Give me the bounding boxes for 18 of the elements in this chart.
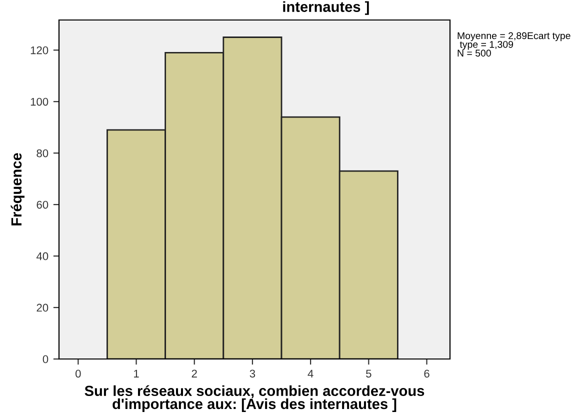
chart-title: internautes ] (283, 1, 369, 15)
x-tick-label: 1 (134, 370, 139, 378)
y-tick-label: 80 (36, 149, 48, 158)
y-axis-title: Fréquence (10, 153, 24, 226)
x-tick-label: 2 (192, 370, 197, 378)
x-tick-label: 3 (250, 370, 256, 378)
y-tick-label: 20 (36, 304, 48, 312)
y-tick-label: 0 (42, 355, 48, 364)
x-tick-label: 6 (424, 370, 430, 378)
y-tick-label: 60 (36, 200, 48, 209)
y-tick-label: 100 (30, 98, 48, 106)
text: Moyenne = 2,89Ecart type type = 1,309 N = 500 (458, 32, 570, 57)
x-tick-label: 5 (366, 370, 372, 378)
x-tick-label: 0 (76, 370, 81, 378)
x-tick-label: 4 (308, 370, 314, 378)
y-tick-label: 120 (30, 46, 48, 54)
x-axis-title: Sur les réseaux sociaux, combien accordez-vous d'importance aux: [Avis des internautes ] (84, 385, 424, 412)
y-tick-label: 40 (36, 252, 48, 260)
